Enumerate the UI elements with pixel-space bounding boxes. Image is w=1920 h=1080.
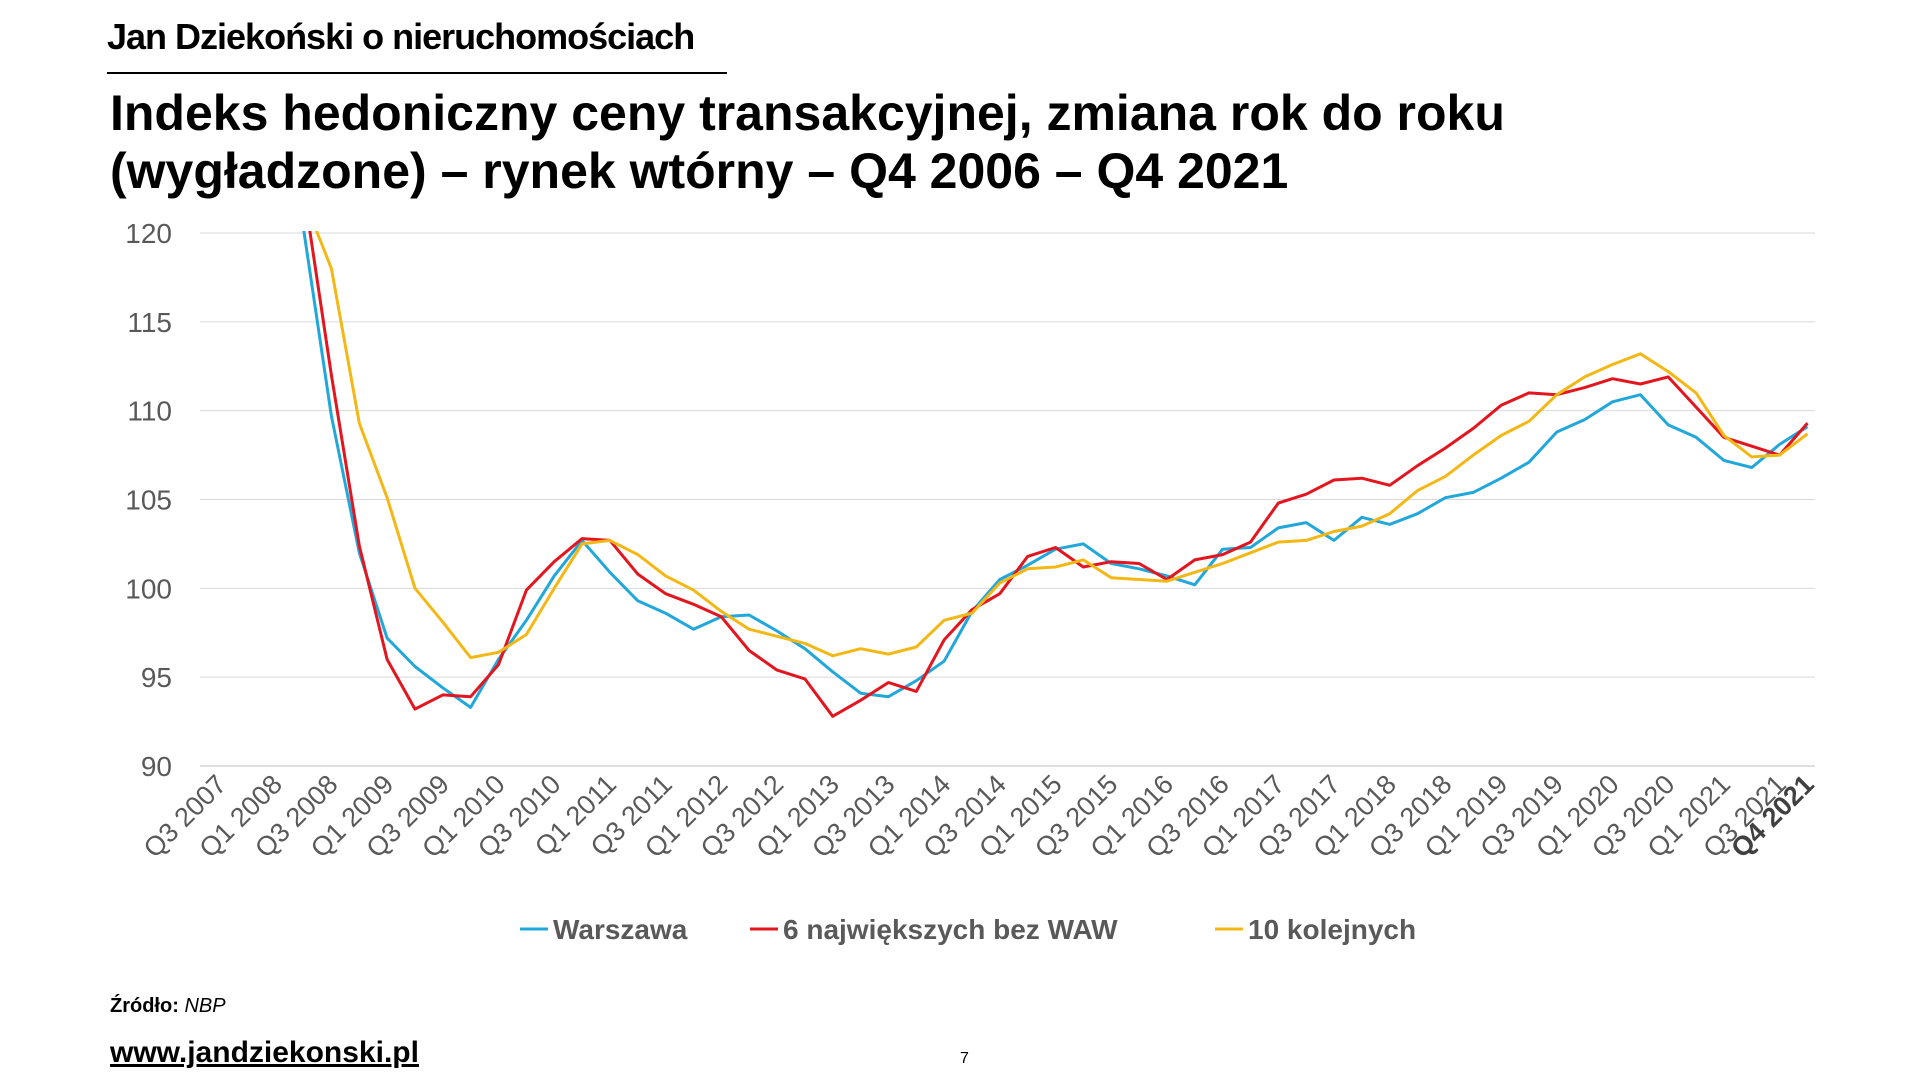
website-link[interactable]: www.jandziekonski.pl bbox=[110, 1036, 419, 1069]
page-title: Indeks hedoniczny ceny transakcyjnej, zm… bbox=[110, 84, 1830, 200]
y-tick-label: 90 bbox=[141, 751, 172, 782]
y-tick-label: 110 bbox=[127, 396, 172, 427]
source-label: Źródło: bbox=[110, 995, 179, 1017]
title-line-1: Indeks hedoniczny ceny transakcyjnej, zm… bbox=[110, 85, 1505, 141]
y-tick-label: 120 bbox=[125, 218, 172, 249]
y-tick-label: 95 bbox=[141, 662, 172, 693]
series-line-1 bbox=[302, 231, 1809, 709]
source-value: NBP bbox=[184, 995, 226, 1017]
legend-label-1: Warszawa bbox=[553, 914, 688, 945]
series-line-2 bbox=[308, 231, 1809, 718]
legend-label-3: 10 kolejnych bbox=[1248, 914, 1416, 945]
source-note: Źródło: NBP bbox=[110, 995, 226, 1018]
y-tick-label: 100 bbox=[125, 573, 172, 604]
page-number: 7 bbox=[960, 1050, 969, 1067]
y-tick-label: 105 bbox=[125, 485, 172, 516]
series-line-3 bbox=[314, 231, 1809, 660]
legend-label-2: 6 największych bez WAW bbox=[783, 914, 1118, 945]
brand-underline bbox=[107, 72, 727, 74]
brand-title: Jan Dziekoński o nieruchomościach bbox=[107, 16, 695, 57]
y-tick-label: 115 bbox=[127, 307, 172, 338]
title-line-2: (wygładzone) – rynek wtórny – Q4 2006 – … bbox=[110, 143, 1289, 199]
